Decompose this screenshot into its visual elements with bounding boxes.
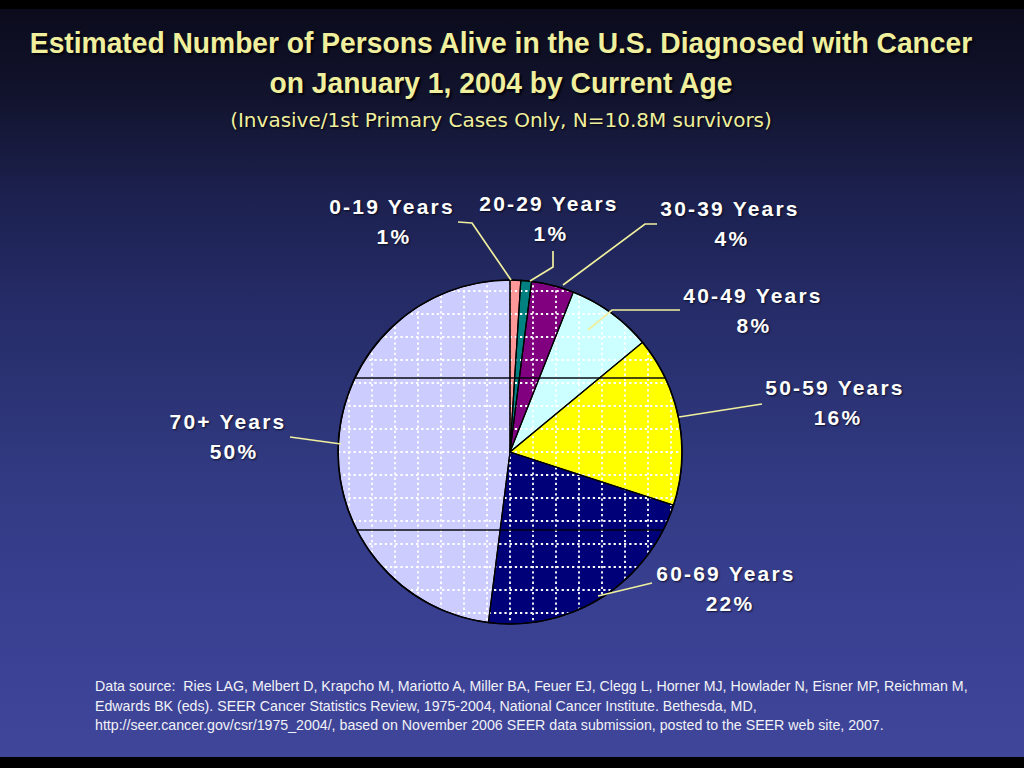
pie-label-50-59-pct: 16% (768, 403, 907, 433)
pie-label-60-69: 60-69 Years 22% (656, 559, 795, 619)
pie-label-30-39-name: 30-39 Years (660, 194, 799, 224)
pie-label-60-69-pct: 22% (660, 589, 799, 619)
pie-label-70plus-pct: 50% (176, 437, 293, 467)
pie-label-20-29-pct: 1% (481, 219, 620, 249)
pie-label-30-39-pct: 4% (662, 224, 801, 254)
pie-label-20-29: 20-29 Years 1% (479, 189, 618, 249)
leader-line-60-69 (598, 583, 652, 596)
pie-label-70plus-name: 70+ Years (170, 407, 287, 437)
leader-line-70plus (290, 437, 341, 444)
pie-label-0-19-name: 0-19 Years (329, 192, 455, 222)
source-line-3: http://seer.cancer.gov/csr/1975_2004/, b… (95, 716, 995, 736)
pie-label-0-19-pct: 1% (331, 222, 457, 252)
leader-line-40-49 (588, 310, 680, 330)
source-line-1: Data source: Ries LAG, Melbert D, Krapch… (95, 677, 995, 697)
pie-label-20-29-name: 20-29 Years (479, 189, 618, 219)
pie-label-50-59-name: 50-59 Years (765, 373, 904, 403)
pie-label-30-39: 30-39 Years 4% (660, 194, 799, 254)
pie-label-50-59: 50-59 Years 16% (765, 373, 904, 433)
source-line-2: Edwards BK (eds). SEER Cancer Statistics… (95, 697, 995, 717)
pie-label-60-69-name: 60-69 Years (656, 559, 795, 589)
leader-line-50-59 (679, 404, 762, 417)
pie-label-40-49-name: 40-49 Years (683, 281, 822, 311)
pie-label-40-49-pct: 8% (684, 311, 823, 341)
pie-label-0-19: 0-19 Years 1% (329, 192, 455, 252)
pie-label-40-49: 40-49 Years 8% (683, 281, 822, 341)
pie-label-70plus: 70+ Years 50% (170, 407, 287, 467)
data-source-note: Data source: Ries LAG, Melbert D, Krapch… (95, 677, 995, 736)
leader-line-20-29 (530, 251, 553, 281)
